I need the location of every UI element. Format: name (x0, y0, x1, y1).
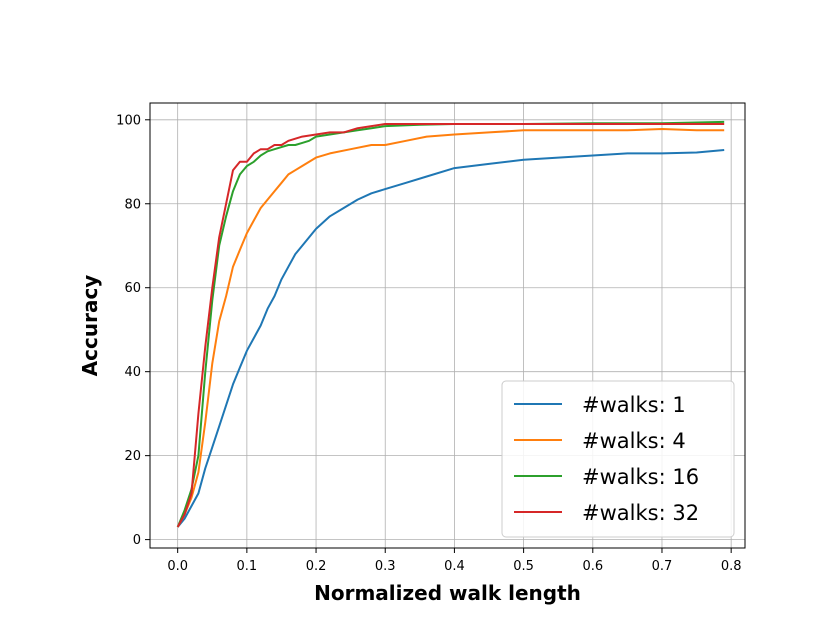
x-tick-label: 0.2 (306, 559, 327, 574)
y-tick-label: 80 (124, 197, 141, 212)
x-tick-label: 0.3 (375, 559, 396, 574)
y-tick-label: 60 (124, 281, 141, 296)
x-axis-label: Normalized walk length (314, 581, 581, 605)
legend-label-walks-4: #walks: 4 (582, 429, 686, 453)
x-tick-label: 0.0 (167, 559, 188, 574)
y-tick-label: 40 (124, 365, 141, 380)
x-tick-label: 0.1 (237, 559, 258, 574)
legend: #walks: 1 #walks: 4 #walks: 16 #walks: 3… (501, 380, 735, 538)
series-line-3 (176, 123, 725, 528)
y-tick-label: 20 (124, 449, 141, 464)
x-tick-label: 0.8 (721, 559, 742, 574)
axis-ticks: 0.0 0.1 0.2 0.3 0.4 0.5 0.6 0.7 0.8 0 20 40 60 80 100 (116, 113, 741, 574)
x-tick-label: 0.7 (652, 559, 673, 574)
series-line-2 (176, 120, 725, 528)
plot-frame (149, 102, 746, 549)
legend-box (501, 380, 735, 538)
series-line-1 (176, 128, 725, 528)
x-tick-label: 0.6 (582, 559, 603, 574)
series-line-0 (176, 149, 725, 528)
x-tick-label: 0.5 (513, 559, 534, 574)
y-axis-label: Accuracy (78, 275, 102, 377)
series-lines (176, 120, 725, 528)
x-tick-label: 0.4 (444, 559, 465, 574)
grid-lines (150, 103, 745, 548)
y-tick-label: 0 (133, 533, 141, 548)
y-tick-label: 100 (116, 113, 141, 128)
legend-label-walks-32: #walks: 32 (582, 501, 699, 525)
legend-label-walks-1: #walks: 1 (582, 393, 686, 417)
legend-label-walks-16: #walks: 16 (582, 465, 699, 489)
